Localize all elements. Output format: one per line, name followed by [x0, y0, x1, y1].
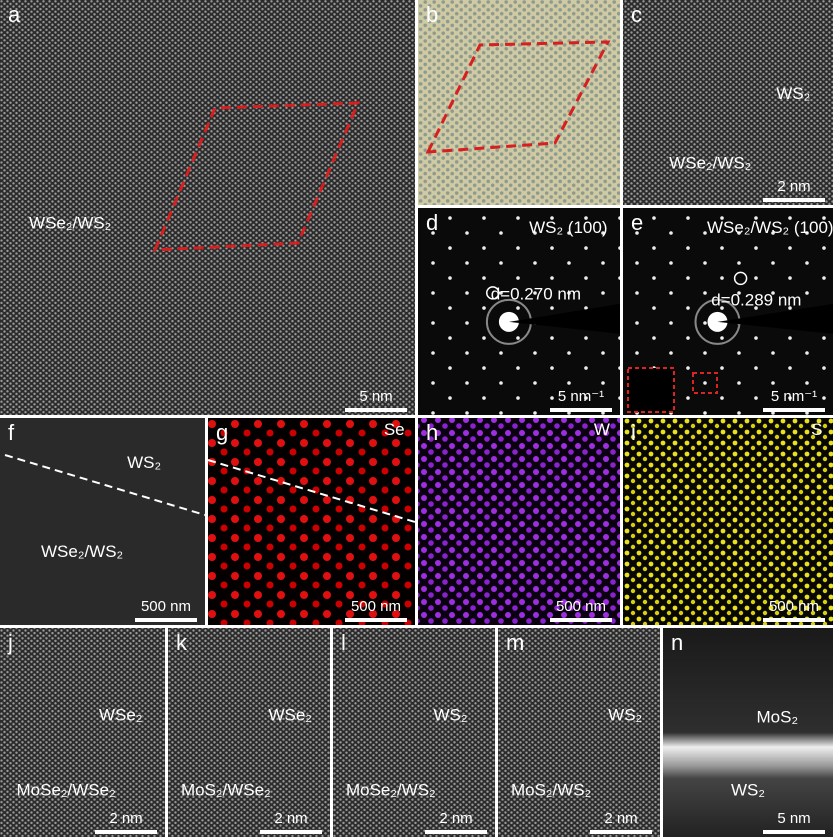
moire-outline — [152, 101, 361, 252]
panel-image — [418, 418, 620, 625]
panel-letter: h — [426, 420, 438, 445]
beam-stop — [717, 303, 833, 334]
panel-label: d=0.270 nm — [491, 284, 581, 303]
scale-bar-label: 2 nm — [439, 810, 472, 827]
panel: WS₂ MoSe₂/WS₂ l 2 nm — [333, 628, 495, 837]
panel-label: WSe₂/WS₂ (100) — [707, 218, 833, 237]
scale-bar-label: 500 nm — [769, 598, 819, 615]
panel: WSe₂ MoS₂/WSe₂ k 2 nm — [168, 628, 330, 837]
scale-bar-label: 2 nm — [109, 810, 142, 827]
panel-label: WSe₂/WS₂ — [29, 214, 111, 233]
panel-label: WS₂ — [433, 705, 467, 724]
inset-box — [692, 372, 718, 394]
panel-label: WSe₂ — [268, 705, 311, 724]
panel-letter: f — [8, 420, 15, 445]
panel: WS₂ WSe₂/WS₂ c 2 nm — [623, 0, 833, 205]
panel-label: MoSe₂/WSe₂ — [17, 781, 116, 800]
panel-label: MoS₂/WS₂ — [511, 781, 591, 800]
panel-label: WS₂ (100) — [529, 218, 607, 237]
panel-letter: k — [176, 630, 188, 655]
panel-image — [418, 0, 620, 205]
moire-outline — [425, 40, 611, 154]
panel-label: WS₂ — [608, 705, 642, 724]
panel: WS₂ WSe₂/WS₂ f 500 nm — [0, 418, 205, 625]
scale-bar-label: 2 nm — [777, 178, 810, 195]
interface-line — [207, 459, 416, 523]
panel-image — [0, 0, 415, 415]
panel-label: MoS₂/WSe₂ — [181, 781, 271, 800]
panel-label: WSe₂/WS₂ — [669, 153, 751, 172]
scale-bar-label: 2 nm — [604, 810, 637, 827]
scale-bar-label: 5 nm⁻¹ — [558, 388, 604, 405]
spot-marker — [485, 286, 500, 300]
panel: MoS₂ WS₂ n 5 nm — [663, 628, 833, 837]
panel-label: MoSe₂/WS₂ — [346, 781, 436, 800]
panel-label: S — [811, 420, 822, 439]
panel-label: WS₂ — [776, 84, 810, 103]
panel: WSe₂/WS₂ (100) d=0.289 nm e 5 nm⁻¹ — [623, 208, 833, 415]
panel: Wh 500 nm — [418, 418, 620, 625]
panel-label: W — [594, 420, 610, 439]
scale-bar-label: 5 nm⁻¹ — [771, 388, 817, 405]
scale-bar-label: 5 nm — [359, 388, 392, 405]
panel-letter: g — [216, 420, 228, 445]
panel-letter: l — [341, 630, 346, 655]
panel-label: MoS₂ — [757, 707, 799, 726]
panel-letter: i — [631, 420, 636, 445]
panel: Si 500 nm — [623, 418, 833, 625]
inset-box — [627, 367, 675, 413]
panel: WSe₂/WS₂ a 5 nm — [0, 0, 415, 415]
panel-image — [208, 418, 415, 625]
scale-bar-label: 5 nm — [777, 810, 810, 827]
panel-image — [663, 628, 833, 837]
scale-bar-label: 500 nm — [556, 598, 606, 615]
beam-stop — [508, 303, 620, 334]
panel-label: d=0.289 nm — [711, 291, 801, 310]
scale-bar-label: 500 nm — [351, 598, 401, 615]
panel-letter: b — [426, 2, 438, 27]
panel-image — [498, 628, 660, 837]
panel-label: WSe₂/WS₂ — [41, 542, 123, 561]
panel: WS₂ MoS₂/WS₂ m 2 nm — [498, 628, 660, 837]
panel-image — [168, 628, 330, 837]
panel-image — [0, 418, 205, 625]
panel-label: WS₂ — [731, 781, 765, 800]
panel: b — [418, 0, 620, 205]
panel: WS₂ (100) d=0.270 nm d 5 nm⁻¹ — [418, 208, 620, 415]
spot-marker — [733, 271, 748, 286]
scale-bar-label: 2 nm — [274, 810, 307, 827]
panel-letter: c — [631, 2, 642, 27]
panel-label: WS₂ — [127, 453, 161, 472]
interface-line — [4, 454, 206, 516]
panel-letter: m — [506, 630, 524, 655]
panel-image — [623, 418, 833, 625]
scale-bar-label: 500 nm — [141, 598, 191, 615]
panel-image — [0, 628, 165, 837]
panel-image — [623, 0, 833, 205]
panel-image — [333, 628, 495, 837]
panel: Se g 500 nm — [208, 418, 415, 625]
panel-letter: e — [631, 210, 643, 235]
panel-letter: d — [426, 210, 438, 235]
panel-letter: n — [671, 630, 683, 655]
panel-label: WSe₂ — [99, 705, 142, 724]
panel: WSe₂ MoSe₂/WSe₂ j 2 nm — [0, 628, 165, 837]
panel-letter: j — [7, 630, 13, 655]
panel-letter: a — [8, 2, 21, 27]
panel-label: Se — [384, 420, 405, 439]
